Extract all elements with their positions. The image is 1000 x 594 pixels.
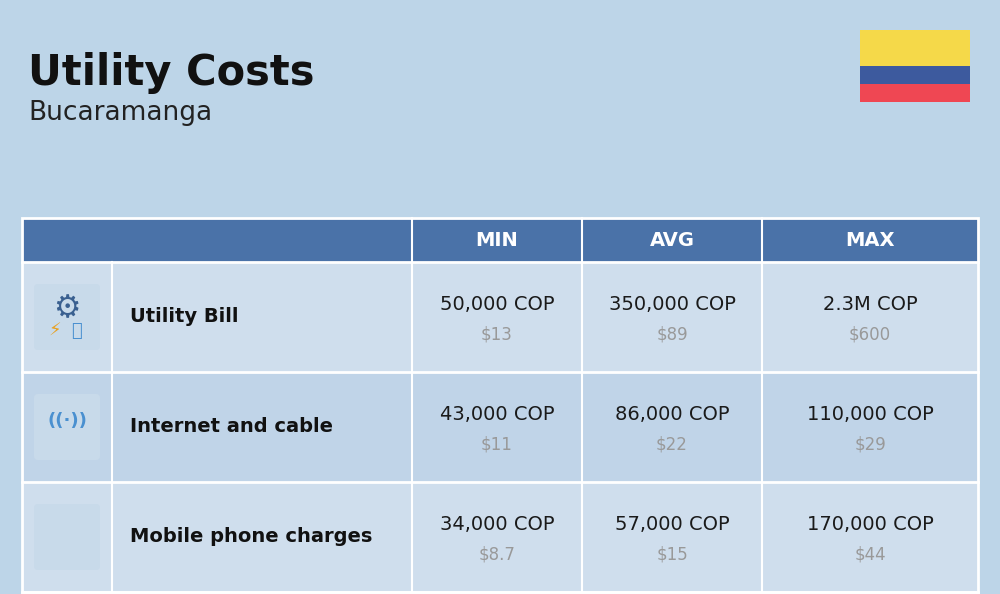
Text: Internet and cable: Internet and cable bbox=[130, 418, 333, 437]
Text: $22: $22 bbox=[656, 436, 688, 454]
Text: 34,000 COP: 34,000 COP bbox=[440, 516, 554, 535]
Text: $15: $15 bbox=[656, 546, 688, 564]
Bar bbox=[22, 372, 978, 482]
Text: 57,000 COP: 57,000 COP bbox=[615, 516, 729, 535]
Text: 86,000 COP: 86,000 COP bbox=[615, 406, 729, 425]
Bar bbox=[860, 84, 970, 102]
Text: $11: $11 bbox=[481, 436, 513, 454]
Text: Utility Bill: Utility Bill bbox=[130, 308, 239, 327]
Text: ⚙: ⚙ bbox=[53, 295, 81, 324]
Text: 110,000 COP: 110,000 COP bbox=[807, 406, 933, 425]
Bar bbox=[22, 218, 978, 262]
Text: 💧: 💧 bbox=[72, 322, 82, 340]
Text: ((·)): ((·)) bbox=[47, 412, 87, 430]
Text: $600: $600 bbox=[849, 326, 891, 344]
Bar bbox=[54, 533, 80, 543]
Text: 350,000 COP: 350,000 COP bbox=[609, 295, 735, 314]
Bar bbox=[22, 262, 978, 372]
Bar bbox=[54, 513, 80, 561]
Text: $8.7: $8.7 bbox=[479, 546, 515, 564]
Text: 2.3M COP: 2.3M COP bbox=[823, 295, 917, 314]
Text: $89: $89 bbox=[656, 326, 688, 344]
Bar bbox=[22, 482, 978, 592]
Text: $13: $13 bbox=[481, 326, 513, 344]
FancyBboxPatch shape bbox=[34, 504, 100, 570]
Bar bbox=[47, 449, 87, 455]
Text: $29: $29 bbox=[854, 436, 886, 454]
FancyBboxPatch shape bbox=[34, 284, 100, 350]
Text: MIN: MIN bbox=[476, 230, 518, 249]
Bar bbox=[860, 66, 970, 84]
Text: Mobile phone charges: Mobile phone charges bbox=[130, 527, 372, 546]
Bar bbox=[860, 30, 970, 66]
Text: 50,000 COP: 50,000 COP bbox=[440, 295, 554, 314]
Text: ⚡: ⚡ bbox=[49, 322, 61, 340]
Bar bbox=[47, 437, 87, 449]
FancyBboxPatch shape bbox=[34, 394, 100, 460]
Bar bbox=[52, 511, 82, 563]
Bar bbox=[54, 543, 80, 559]
Bar bbox=[22, 218, 978, 592]
Text: AVG: AVG bbox=[650, 230, 694, 249]
Text: $44: $44 bbox=[854, 546, 886, 564]
Text: 170,000 COP: 170,000 COP bbox=[807, 516, 933, 535]
Bar bbox=[54, 513, 80, 533]
Text: Utility Costs: Utility Costs bbox=[28, 52, 314, 94]
Text: MAX: MAX bbox=[845, 230, 895, 249]
Text: Bucaramanga: Bucaramanga bbox=[28, 100, 212, 126]
Text: 43,000 COP: 43,000 COP bbox=[440, 406, 554, 425]
